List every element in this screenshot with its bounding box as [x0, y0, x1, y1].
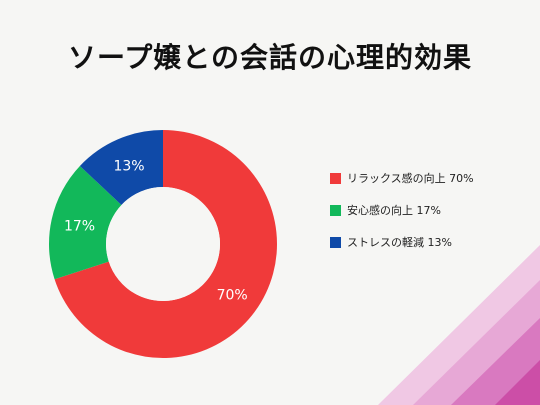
donut-slice-0: [54, 130, 277, 359]
legend-label-security: 安心感の向上 17%: [347, 204, 441, 217]
donut-slice-2: [79, 130, 163, 205]
legend-label-stress: ストレスの軽減 13%: [347, 236, 452, 249]
donut-hole: [106, 187, 220, 301]
legend: リラックス感の向上 70% 安心感の向上 17% ストレスの軽減 13%: [330, 170, 535, 266]
page-title: ソープ嬢との会話の心理的効果: [67, 41, 473, 74]
donut-slice-1: [49, 165, 122, 280]
legend-item-relax: リラックス感の向上 70%: [330, 170, 535, 186]
legend-swatch-stress: [330, 236, 341, 248]
donut-label-2: 13%: [113, 159, 144, 175]
legend-swatch-relax: [330, 172, 341, 184]
donut-label-1: 17%: [64, 218, 95, 234]
legend-label-relax: リラックス感の向上 70%: [347, 172, 474, 185]
donut-label-0: 70%: [217, 287, 248, 303]
legend-swatch-security: [330, 204, 341, 216]
legend-item-security: 安心感の向上 17%: [330, 202, 535, 218]
legend-item-stress: ストレスの軽減 13%: [330, 234, 535, 250]
corner-stripe-3: [495, 360, 540, 405]
